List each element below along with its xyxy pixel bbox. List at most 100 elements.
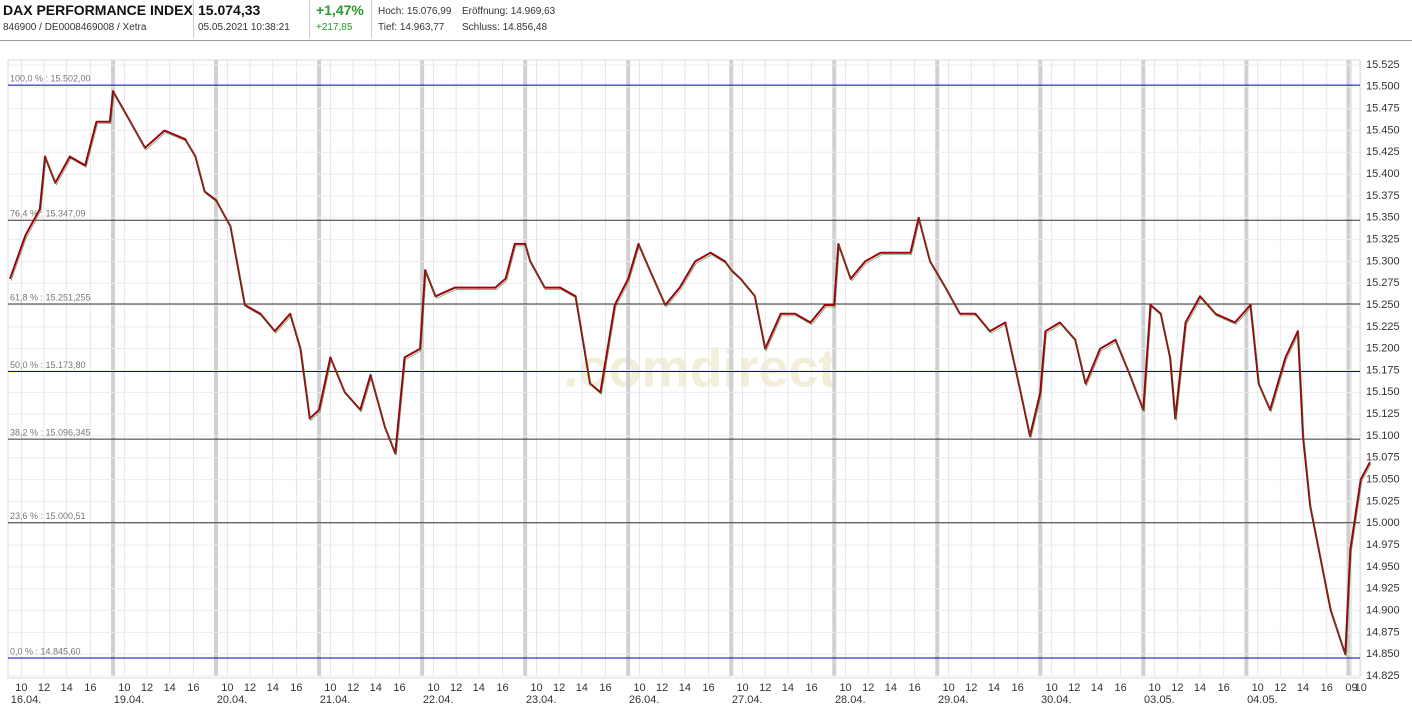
fib-label: 23,6 % : 15.000,51 <box>10 511 86 521</box>
title: DAX PERFORMANCE INDEX <box>3 2 193 18</box>
day-label: 28.04. <box>835 694 866 704</box>
price: 15.074,33 <box>198 2 261 18</box>
day-label: 22.04. <box>423 694 454 704</box>
x-tick-label: 12 <box>141 682 153 694</box>
y-tick-label: 15.425 <box>1366 146 1400 158</box>
y-tick-label: 14.875 <box>1366 626 1400 638</box>
low: Tief: 14.963,77 <box>378 22 445 33</box>
y-tick-label: 15.050 <box>1366 474 1400 486</box>
day-label: 23.04. <box>526 694 557 704</box>
x-tick-label: 16 <box>1218 682 1230 694</box>
x-tick-label: 12 <box>965 682 977 694</box>
x-tick-label: 12 <box>450 682 462 694</box>
day-label: 29.04. <box>938 694 969 704</box>
y-tick-label: 15.400 <box>1366 168 1400 180</box>
x-tick-label: 16 <box>393 682 405 694</box>
y-tick-label: 15.325 <box>1366 233 1400 245</box>
x-tick-label: 16 <box>702 682 714 694</box>
y-tick-label: 14.925 <box>1366 583 1400 595</box>
y-tick-label: 14.850 <box>1366 648 1400 660</box>
y-tick-label: 15.250 <box>1366 299 1400 311</box>
x-tick-label: 14 <box>782 682 794 694</box>
day-label: 03.05. <box>1144 694 1175 704</box>
day-label: 19.04. <box>114 694 145 704</box>
x-tick-label: 12 <box>759 682 771 694</box>
x-tick-label: 14 <box>576 682 588 694</box>
day-label: 16.04. <box>11 694 42 704</box>
x-tick-label: 16 <box>908 682 920 694</box>
x-tick-label: 10 <box>1252 682 1264 694</box>
x-tick-label: 12 <box>1068 682 1080 694</box>
x-tick-label: 16 <box>187 682 199 694</box>
x-tick-label: 14 <box>1297 682 1309 694</box>
y-tick-label: 14.975 <box>1366 539 1400 551</box>
y-tick-label: 15.000 <box>1366 517 1400 529</box>
fib-label: 100,0 % : 15.502,00 <box>10 73 91 83</box>
y-tick-label: 15.500 <box>1366 81 1400 93</box>
y-tick-label: 15.100 <box>1366 430 1400 442</box>
y-tick-label: 15.150 <box>1366 386 1400 398</box>
price-line <box>9 90 1371 656</box>
x-tick-label: 16 <box>1321 682 1333 694</box>
day-label: 26.04. <box>629 694 660 704</box>
x-tick-label: 12 <box>38 682 50 694</box>
x-tick-label: 14 <box>473 682 485 694</box>
change-pct: +1,47% <box>316 2 364 18</box>
x-tick-label: 10 <box>839 682 851 694</box>
y-tick-label: 15.225 <box>1366 321 1400 333</box>
close: Schluss: 14.856,48 <box>462 22 548 33</box>
x-tick-label: 16 <box>496 682 508 694</box>
fib-label: 50,0 % : 15.173,80 <box>10 360 86 370</box>
open: Eröffnung: 14.969,63 <box>462 6 556 17</box>
x-tick-label: 12 <box>553 682 565 694</box>
x-tick-label: 12 <box>244 682 256 694</box>
x-tick-label: 12 <box>1274 682 1286 694</box>
fib-label: 0,0 % : 14.845,60 <box>10 646 81 656</box>
x-tick-label: 10 <box>942 682 954 694</box>
x-tick-label: 14 <box>267 682 279 694</box>
x-tick-label: 10 <box>1046 682 1058 694</box>
y-tick-label: 15.375 <box>1366 190 1400 202</box>
x-tick-label: 10 <box>1355 682 1367 694</box>
change-abs: +217,85 <box>316 22 353 33</box>
day-label: 27.04. <box>732 694 763 704</box>
y-tick-label: 15.125 <box>1366 408 1400 420</box>
y-tick-label: 15.525 <box>1366 59 1400 71</box>
day-label: 20.04. <box>217 694 248 704</box>
x-tick-label: 16 <box>1012 682 1024 694</box>
x-tick-label: 10 <box>633 682 645 694</box>
subtitle: 846900 / DE0008469008 / Xetra <box>3 22 147 33</box>
high: Hoch: 15.076,99 <box>378 6 452 17</box>
y-tick-label: 15.475 <box>1366 103 1400 115</box>
y-tick-label: 14.825 <box>1366 670 1400 682</box>
y-tick-label: 15.275 <box>1366 277 1400 289</box>
datetime: 05.05.2021 10:38:21 <box>198 22 290 33</box>
plot-area <box>7 59 1361 679</box>
day-label: 30.04. <box>1041 694 1072 704</box>
y-tick-label: 14.900 <box>1366 604 1400 616</box>
x-tick-label: 14 <box>679 682 691 694</box>
x-tick-label: 10 <box>427 682 439 694</box>
y-tick-label: 15.300 <box>1366 255 1400 267</box>
x-tick-label: 14 <box>61 682 73 694</box>
x-tick-label: 12 <box>862 682 874 694</box>
x-tick-label: 16 <box>805 682 817 694</box>
day-label: 04.05. <box>1247 694 1278 704</box>
x-tick-label: 12 <box>347 682 359 694</box>
fib-label: 61,8 % : 15.251,255 <box>10 292 91 302</box>
fib-label: 38,2 % : 15.096,345 <box>10 428 91 438</box>
x-tick-label: 16 <box>290 682 302 694</box>
x-tick-label: 14 <box>370 682 382 694</box>
x-tick-label: 10 <box>221 682 233 694</box>
x-tick-label: 12 <box>656 682 668 694</box>
x-tick-label: 09 <box>1345 682 1357 694</box>
x-tick-label: 14 <box>164 682 176 694</box>
x-tick-label: 14 <box>1091 682 1103 694</box>
day-label: 21.04. <box>320 694 351 704</box>
y-tick-label: 15.175 <box>1366 364 1400 376</box>
x-tick-label: 16 <box>84 682 96 694</box>
y-tick-label: 15.075 <box>1366 452 1400 464</box>
y-tick-label: 15.350 <box>1366 212 1400 224</box>
